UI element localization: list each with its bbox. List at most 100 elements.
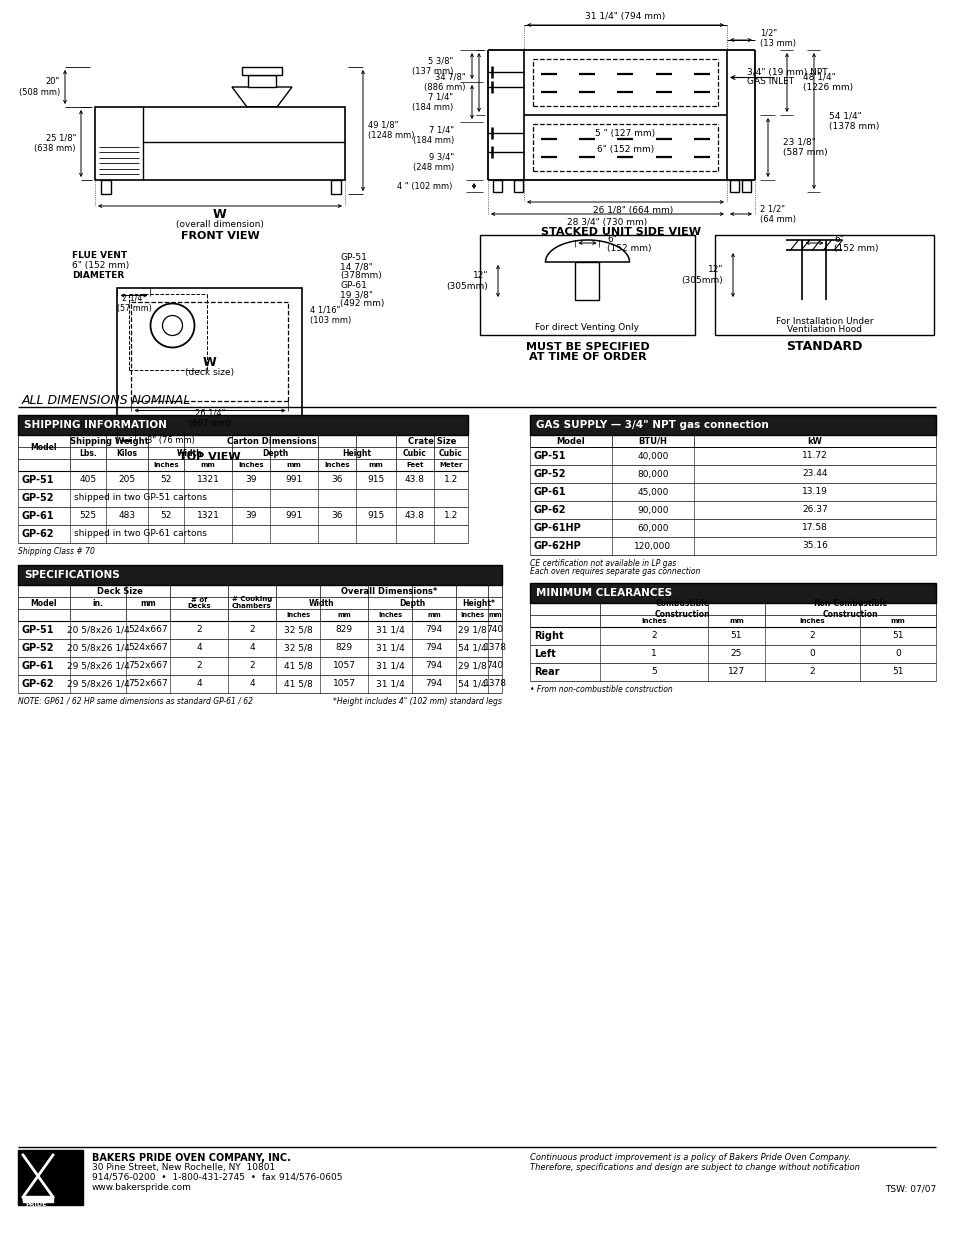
Text: 524x667: 524x667 <box>128 625 168 635</box>
Text: Width: Width <box>309 599 335 608</box>
Text: 1.2: 1.2 <box>443 511 457 520</box>
Text: Inches: Inches <box>324 462 350 468</box>
Text: Lbs.: Lbs. <box>79 448 97 457</box>
Text: 1378: 1378 <box>483 679 506 688</box>
Text: 2 1/4"
(57 mm): 2 1/4" (57 mm) <box>116 294 152 314</box>
Text: 29 1/8: 29 1/8 <box>457 625 486 635</box>
Text: 49 1/8"
(1248 mm): 49 1/8" (1248 mm) <box>368 121 414 141</box>
Text: 36: 36 <box>331 475 342 484</box>
Text: 19 3/8": 19 3/8" <box>340 290 374 299</box>
Text: Shipping Class # 70: Shipping Class # 70 <box>18 547 94 556</box>
Text: Inches: Inches <box>377 613 401 618</box>
Text: GP-51: GP-51 <box>534 451 566 461</box>
Text: 17.58: 17.58 <box>801 524 827 532</box>
Text: 29 1/8: 29 1/8 <box>457 662 486 671</box>
Text: 2 1/2"
(64 mm): 2 1/2" (64 mm) <box>760 204 795 224</box>
Text: 915: 915 <box>367 475 384 484</box>
Text: 36: 36 <box>331 511 342 520</box>
Text: 991: 991 <box>285 475 302 484</box>
Text: Cubic: Cubic <box>438 448 462 457</box>
Text: 1057: 1057 <box>333 662 355 671</box>
Text: SHIPPING INFORMATION: SHIPPING INFORMATION <box>24 420 167 430</box>
Text: 41 5/8: 41 5/8 <box>283 679 312 688</box>
Text: GP-61: GP-61 <box>22 661 54 671</box>
Text: Depth: Depth <box>262 448 288 457</box>
Text: 54 1/4: 54 1/4 <box>457 679 486 688</box>
Text: GP-61: GP-61 <box>340 282 367 290</box>
Text: mm: mm <box>286 462 301 468</box>
Text: mm: mm <box>728 618 743 624</box>
Text: 2: 2 <box>809 631 815 641</box>
Circle shape <box>151 304 194 347</box>
Text: Non-Combustible
Construction: Non-Combustible Construction <box>812 599 887 619</box>
Text: • From non-combustible construction: • From non-combustible construction <box>530 684 672 694</box>
Text: 794: 794 <box>425 679 442 688</box>
Text: 2: 2 <box>249 662 254 671</box>
Text: STACKED UNIT SIDE VIEW: STACKED UNIT SIDE VIEW <box>541 227 700 237</box>
Text: 740: 740 <box>486 662 503 671</box>
Text: in.: in. <box>92 599 103 608</box>
Text: 11.72: 11.72 <box>801 452 827 461</box>
Text: 30 Pine Street, New Rochelle, NY  10801: 30 Pine Street, New Rochelle, NY 10801 <box>91 1163 275 1172</box>
Text: 26 1/4"
(667 mm): 26 1/4" (667 mm) <box>189 409 231 429</box>
Text: MUST BE SPECIFIED: MUST BE SPECIFIED <box>525 342 649 352</box>
Text: 41 5/8: 41 5/8 <box>283 662 312 671</box>
Text: (492 mm): (492 mm) <box>340 299 384 308</box>
Text: 52: 52 <box>160 475 172 484</box>
Text: GP-61: GP-61 <box>534 487 566 496</box>
Text: 31 1/4: 31 1/4 <box>375 643 404 652</box>
Text: STANDARD: STANDARD <box>785 341 862 353</box>
Text: GP-52: GP-52 <box>534 469 566 479</box>
Text: (overall dimension): (overall dimension) <box>176 220 264 228</box>
Text: FRONT VIEW: FRONT VIEW <box>180 231 259 241</box>
Text: 525: 525 <box>79 511 96 520</box>
Text: 120,000: 120,000 <box>634 541 671 551</box>
Text: 90,000: 90,000 <box>637 505 668 515</box>
Text: 524x667: 524x667 <box>128 643 168 652</box>
Text: 31 1/4: 31 1/4 <box>375 679 404 688</box>
Text: mm: mm <box>200 462 215 468</box>
Text: 752x667: 752x667 <box>128 662 168 671</box>
Text: Feet: Feet <box>406 462 423 468</box>
Text: CE certification not available in LP gas: CE certification not available in LP gas <box>530 558 676 568</box>
Text: 4: 4 <box>249 643 254 652</box>
Text: 5 " (127 mm): 5 " (127 mm) <box>595 128 655 138</box>
Bar <box>530 583 935 603</box>
Text: 23.44: 23.44 <box>801 469 827 478</box>
Text: 1.2: 1.2 <box>443 475 457 484</box>
Text: GP-61: GP-61 <box>22 511 54 521</box>
Text: 6" (152 mm): 6" (152 mm) <box>597 144 654 154</box>
Bar <box>123 422 133 432</box>
Text: 12"
(305mm): 12" (305mm) <box>446 272 488 290</box>
Polygon shape <box>232 86 292 107</box>
Bar <box>530 415 935 435</box>
Text: 35.16: 35.16 <box>801 541 827 551</box>
Text: TSW: 07/07: TSW: 07/07 <box>883 1186 935 1194</box>
Text: GAS INLET: GAS INLET <box>746 77 793 86</box>
Text: GP-61HP: GP-61HP <box>534 522 581 534</box>
Text: 25: 25 <box>730 650 741 658</box>
Text: 1057: 1057 <box>333 679 355 688</box>
Bar <box>714 235 933 335</box>
Text: GP-62: GP-62 <box>22 679 54 689</box>
Text: Inches: Inches <box>238 462 264 468</box>
Text: (152 mm): (152 mm) <box>607 243 651 252</box>
Circle shape <box>162 315 182 336</box>
Text: 20"
(508 mm): 20" (508 mm) <box>19 78 60 96</box>
Text: mm: mm <box>890 618 904 624</box>
Text: 9 3/4"
(248 mm): 9 3/4" (248 mm) <box>413 152 454 172</box>
Text: Crate Size: Crate Size <box>407 436 456 446</box>
Text: mm: mm <box>427 613 440 618</box>
Bar <box>100 135 126 144</box>
Text: 4 " (102 mm): 4 " (102 mm) <box>396 182 452 190</box>
Text: 1321: 1321 <box>196 511 219 520</box>
Text: 0: 0 <box>894 650 900 658</box>
Text: Rear: Rear <box>534 667 558 677</box>
Text: Combustible
Construction: Combustible Construction <box>654 599 710 619</box>
Text: 51: 51 <box>730 631 741 641</box>
Text: mm: mm <box>368 462 383 468</box>
Bar <box>100 117 132 128</box>
Text: 2: 2 <box>196 625 202 635</box>
Text: 13.19: 13.19 <box>801 488 827 496</box>
Text: Inches: Inches <box>459 613 483 618</box>
